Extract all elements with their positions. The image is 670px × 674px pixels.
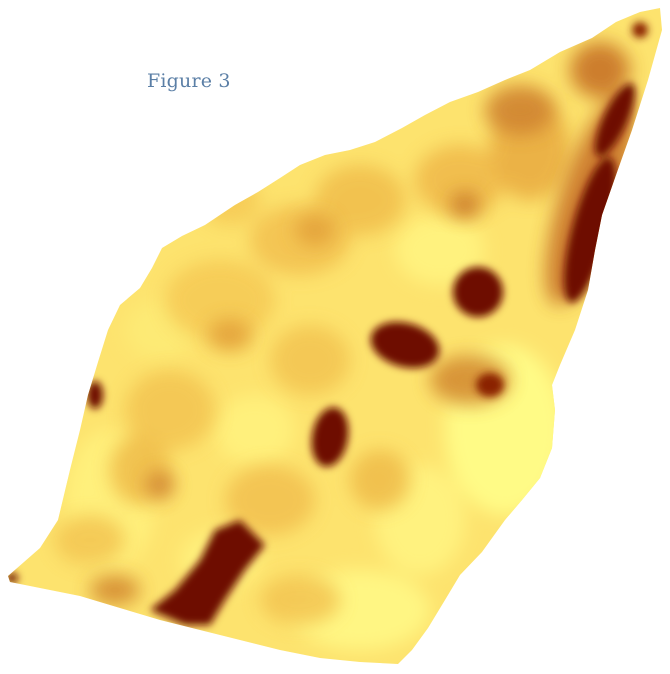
figure-title: Figure 3 <box>147 70 231 92</box>
